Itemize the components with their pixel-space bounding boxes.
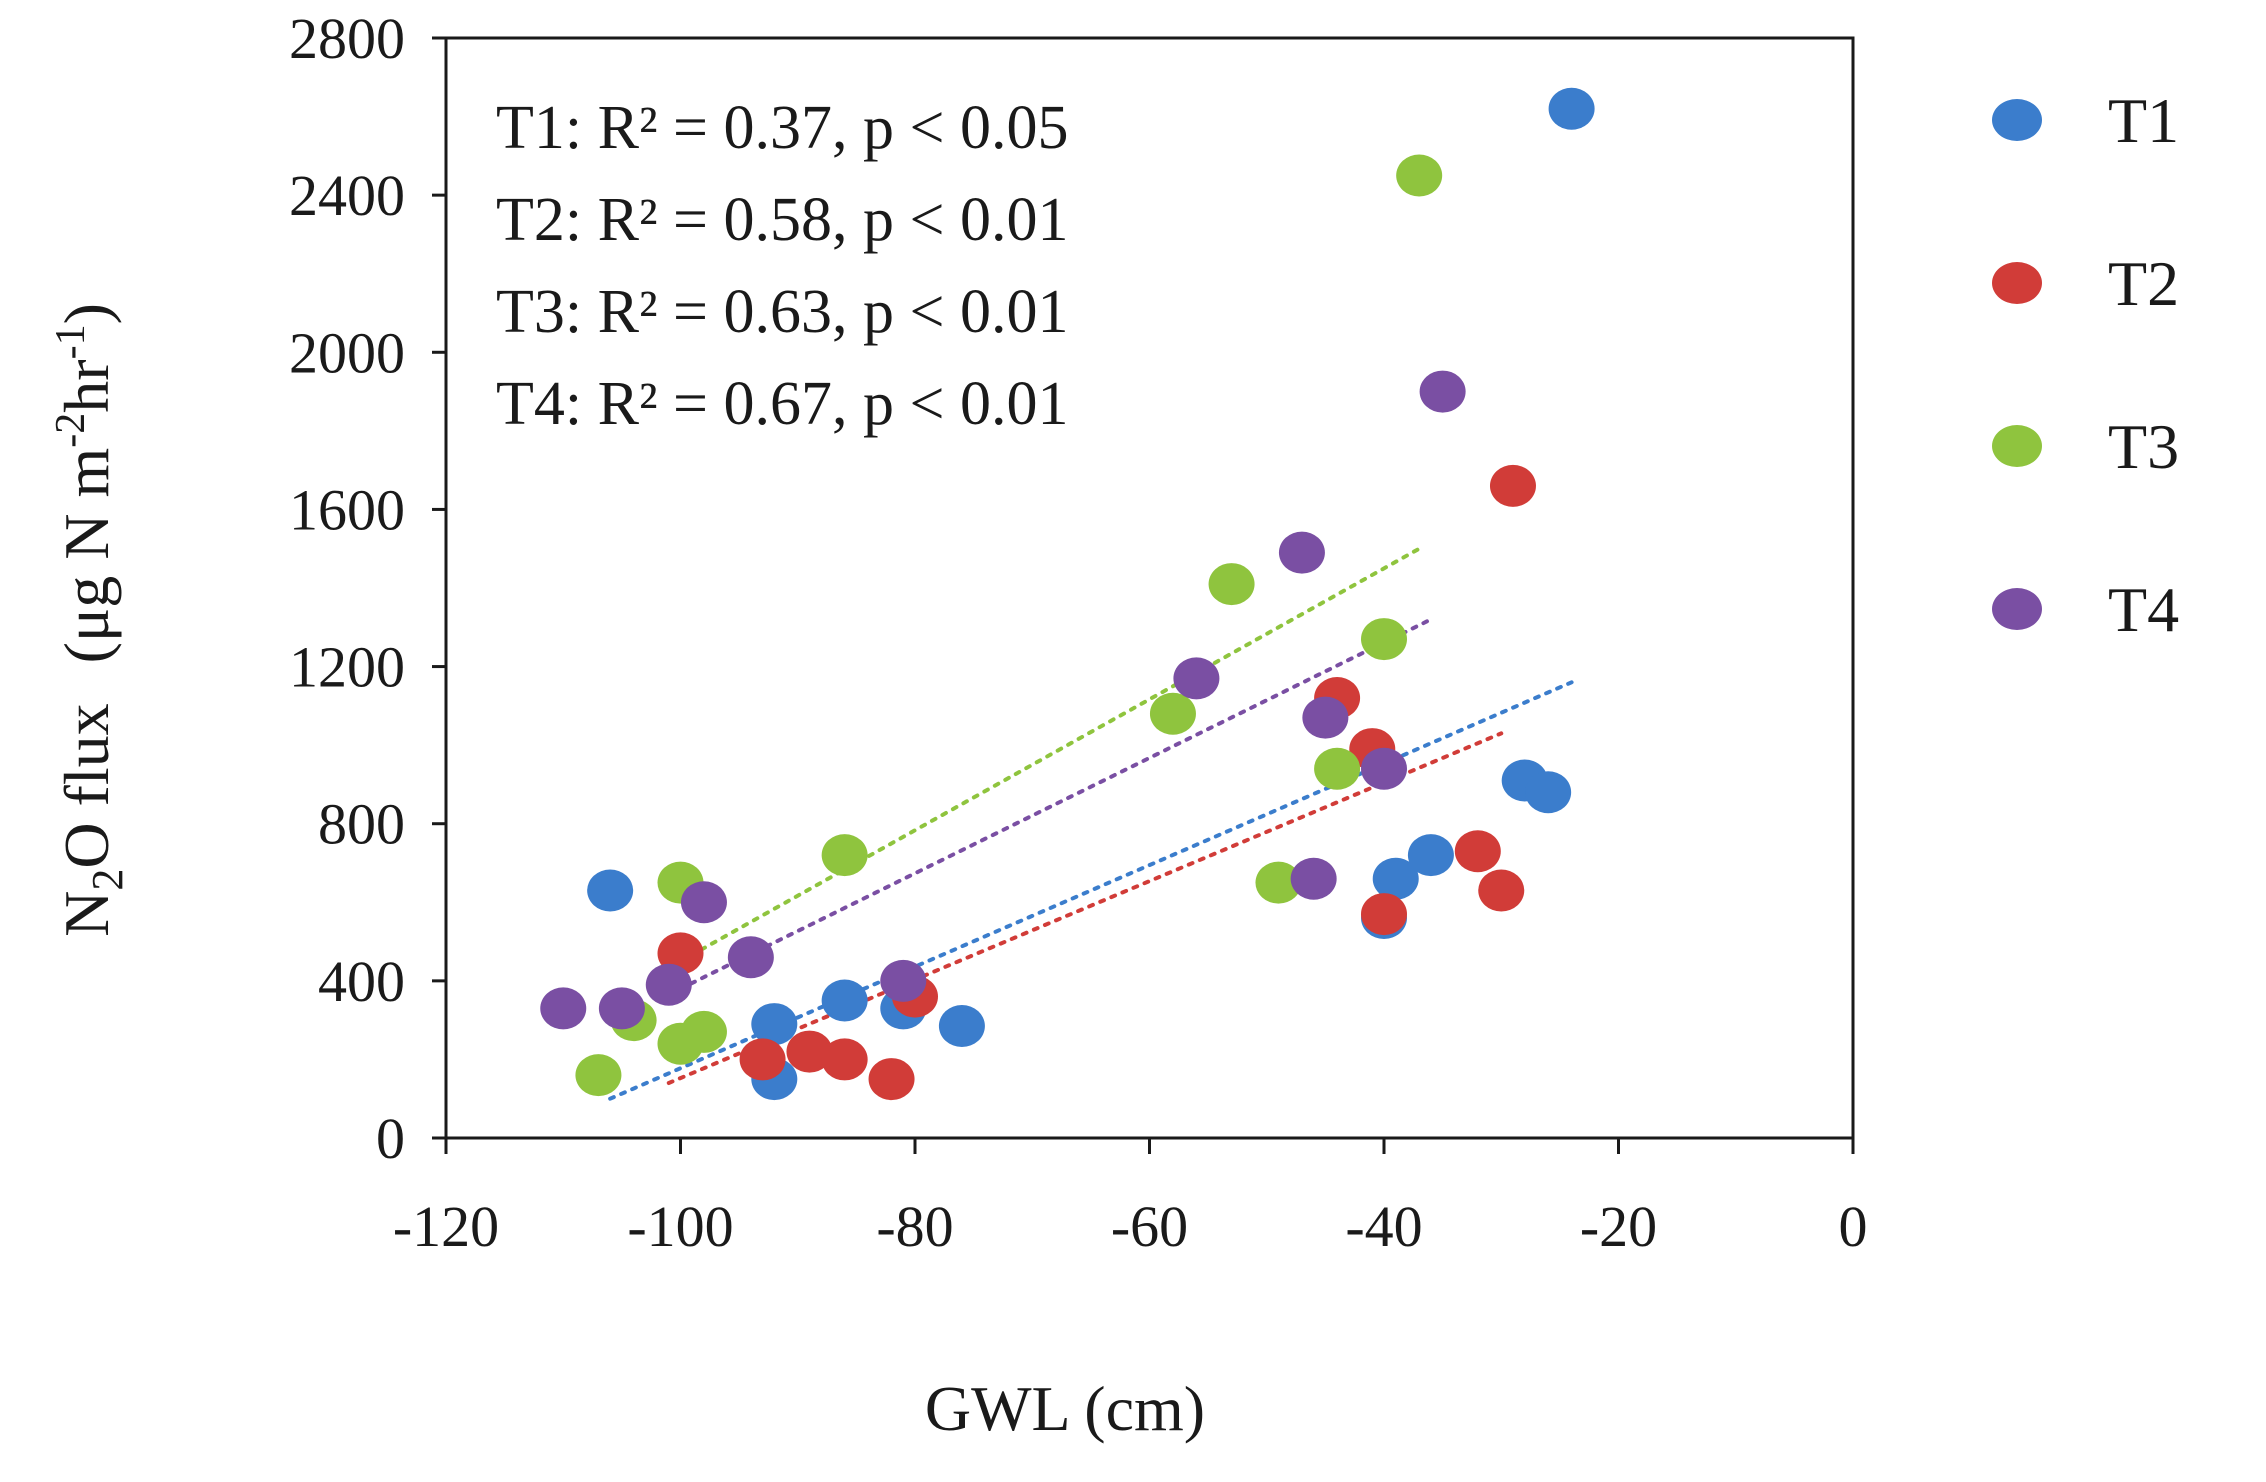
stat-t2: T2: R² = 0.58, p < 0.01 xyxy=(496,186,1068,254)
point-t1 xyxy=(1372,857,1419,900)
point-t3 xyxy=(575,1054,622,1097)
x-tick-label: 0 xyxy=(1839,1194,1868,1259)
point-t4 xyxy=(598,987,645,1030)
legend-marker-t4 xyxy=(1992,588,2042,630)
legend-label-t4: T4 xyxy=(2108,574,2179,645)
legend-marker-t1 xyxy=(1992,99,2042,141)
point-t2 xyxy=(868,1058,915,1101)
point-t4 xyxy=(1290,857,1337,900)
data-points xyxy=(540,87,1595,1101)
point-t2 xyxy=(1478,869,1525,912)
point-t4 xyxy=(1173,657,1220,700)
point-t1 xyxy=(587,869,634,912)
legend: T1 T2 T3 T4 xyxy=(1992,85,2179,645)
point-t1 xyxy=(821,979,868,1022)
point-t4 xyxy=(880,959,927,1002)
y-title-exp2: -1 xyxy=(48,324,94,359)
legend-marker-t2 xyxy=(1992,262,2042,304)
point-t2 xyxy=(786,1030,833,1073)
y-tick-label: 2000 xyxy=(289,320,405,385)
y-title-exp1: -2 xyxy=(48,413,94,448)
stat-t1: T1: R² = 0.37, p < 0.05 xyxy=(496,94,1068,162)
y-tick-label: 0 xyxy=(376,1106,405,1171)
y-axis-title: N2O flux (μg N m-2hr-1) xyxy=(48,303,132,937)
stats-annotation: T1: R² = 0.37, p < 0.05 T2: R² = 0.58, p… xyxy=(496,94,1068,438)
point-t4 xyxy=(540,987,587,1030)
point-t1 xyxy=(1407,834,1454,877)
point-t4 xyxy=(1302,696,1349,739)
point-t1 xyxy=(938,1005,985,1048)
x-tick-label: -40 xyxy=(1345,1194,1422,1259)
y-tick-label: 2400 xyxy=(289,163,405,228)
trendline-t4 xyxy=(678,617,1433,991)
point-t3 xyxy=(1208,563,1255,606)
point-t4 xyxy=(727,936,774,979)
point-t1 xyxy=(1548,87,1595,130)
point-t2 xyxy=(1361,893,1407,936)
trendline-t3 xyxy=(678,546,1422,964)
point-t3 xyxy=(821,834,868,877)
point-t1 xyxy=(1525,771,1572,814)
point-t4 xyxy=(1278,531,1325,574)
y-axis-ticks: 0 400 800 1200 1600 2000 2400 2800 xyxy=(289,6,446,1171)
y-tick-label: 800 xyxy=(318,792,405,857)
point-t3 xyxy=(1255,861,1302,904)
y-title-sub: 2 xyxy=(83,869,132,891)
legend-label-t3: T3 xyxy=(2108,411,2179,482)
stat-t3: T3: R² = 0.63, p < 0.01 xyxy=(496,278,1068,346)
y-title-unit-mid: hr xyxy=(51,359,122,412)
x-tick-label: -120 xyxy=(393,1194,499,1259)
y-tick-label: 1200 xyxy=(289,635,405,700)
point-t3 xyxy=(1149,692,1196,735)
point-t2 xyxy=(1489,464,1536,507)
y-tick-label: 400 xyxy=(318,949,405,1014)
y-title-unit: (μg N m xyxy=(51,448,122,664)
x-tick-label: -100 xyxy=(627,1194,733,1259)
y-title-mid: O flux xyxy=(51,703,122,868)
point-t3 xyxy=(680,1010,727,1053)
x-tick-label: -80 xyxy=(876,1194,953,1259)
x-tick-label: -20 xyxy=(1580,1194,1657,1259)
point-t3 xyxy=(1314,747,1361,790)
y-title-lead: N xyxy=(51,891,122,937)
trendline-t1 xyxy=(608,680,1574,1101)
point-t4 xyxy=(1419,370,1466,413)
trendlines xyxy=(608,546,1574,1101)
point-t2 xyxy=(739,1038,786,1081)
point-t3 xyxy=(1361,618,1407,661)
point-t3 xyxy=(1396,154,1443,197)
legend-label-t1: T1 xyxy=(2108,85,2179,156)
y-tick-label: 2800 xyxy=(289,6,405,71)
legend-label-t2: T2 xyxy=(2108,248,2179,319)
point-t4 xyxy=(645,963,692,1006)
point-t4 xyxy=(1361,747,1407,790)
legend-marker-t3 xyxy=(1992,425,2042,467)
point-t4 xyxy=(680,881,727,924)
x-axis-ticks: -120 -100 -80 -60 -40 -20 0 xyxy=(393,1138,1868,1259)
stat-t4: T4: R² = 0.67, p < 0.01 xyxy=(496,370,1068,438)
x-axis-title: GWL (cm) xyxy=(925,1373,1205,1444)
y-tick-label: 1600 xyxy=(289,477,405,542)
point-t2 xyxy=(821,1038,868,1081)
y-title-close: ) xyxy=(51,303,122,324)
point-t2 xyxy=(1454,830,1501,873)
x-tick-label: -60 xyxy=(1111,1194,1188,1259)
point-t1 xyxy=(751,1003,798,1046)
